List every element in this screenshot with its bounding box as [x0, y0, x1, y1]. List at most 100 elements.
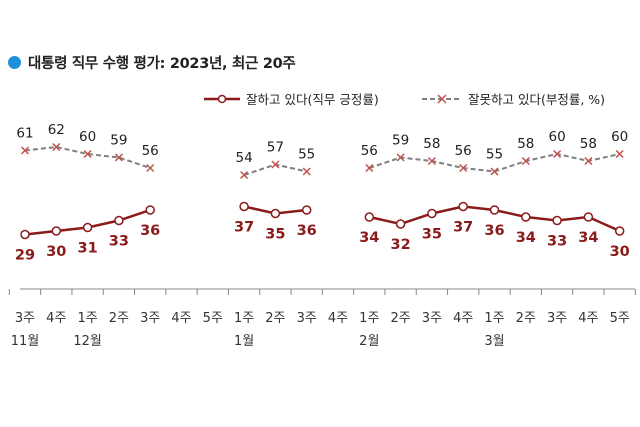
x-tick-label: 1주 — [484, 311, 504, 326]
positive-data-label: 34 — [516, 230, 536, 246]
negative-point — [490, 167, 499, 176]
positive-point — [301, 205, 312, 215]
positive-point — [552, 215, 562, 226]
negative-data-label: 61 — [16, 126, 33, 142]
x-tick-label: 3주 — [297, 311, 317, 326]
positive-point — [458, 201, 468, 212]
legend-positive-label: 잘하고 있다(직무 긍정률) — [246, 92, 379, 107]
negative-data-label: 55 — [486, 147, 503, 163]
chart-title: 대통령 직무 수행 평가: 2023년, 최근 20주 — [28, 55, 296, 72]
negative-point — [584, 156, 593, 166]
negative-series-line — [243, 163, 307, 176]
month-label: 3월 — [484, 334, 504, 349]
month-label: 11월 — [11, 334, 40, 349]
negative-point — [521, 156, 530, 166]
x-tick-label: 5주 — [203, 311, 223, 326]
x-tick-label: 4주 — [578, 311, 598, 326]
positive-data-label: 37 — [453, 220, 473, 236]
negative-point — [271, 160, 280, 169]
negative-point — [52, 142, 61, 152]
x-tick-label: 4주 — [171, 311, 191, 326]
positive-data-label: 30 — [46, 244, 66, 260]
negative-data-label: 60 — [549, 129, 566, 145]
x-tick-label: 1주 — [77, 311, 97, 326]
positive-point — [270, 208, 281, 219]
negative-data-label: 58 — [423, 136, 440, 152]
positive-data-label: 33 — [547, 234, 567, 250]
x-tick-label: 3주 — [140, 311, 160, 326]
positive-point — [82, 222, 93, 233]
positive-data-label: 33 — [109, 234, 129, 250]
x-tick-label: 3주 — [547, 311, 567, 326]
positive-data-label: 37 — [234, 220, 254, 236]
positive-data-label: 31 — [78, 241, 98, 257]
positive-point — [427, 208, 437, 219]
positive-point — [145, 205, 155, 215]
x-tick-label: 5주 — [610, 311, 630, 326]
positive-data-label: 32 — [391, 237, 411, 253]
negative-point — [427, 156, 436, 166]
negative-point — [615, 149, 624, 159]
negative-point — [20, 146, 30, 155]
x-tick-label: 3주 — [422, 311, 442, 326]
negative-data-label: 55 — [298, 147, 315, 163]
negative-data-label: 60 — [79, 129, 96, 145]
x-tick-label: 1주 — [359, 311, 379, 326]
negative-data-label: 56 — [455, 143, 472, 159]
positive-point — [521, 212, 531, 222]
positive-point — [364, 212, 375, 222]
x-tick-label: 4주 — [328, 311, 348, 326]
negative-point — [146, 163, 155, 173]
positive-point — [20, 229, 30, 240]
negative-data-label: 59 — [392, 133, 409, 149]
negative-data-label: 54 — [236, 150, 253, 166]
negative-point — [553, 149, 562, 159]
positive-point — [239, 201, 249, 212]
month-label: 12월 — [73, 334, 102, 349]
positive-data-label: 36 — [140, 223, 160, 239]
positive-data-label: 36 — [484, 223, 504, 239]
negative-data-label: 56 — [361, 143, 378, 159]
month-label: 1월 — [234, 334, 254, 349]
positive-point — [51, 226, 62, 236]
x-tick-label: 2주 — [265, 311, 285, 326]
negative-point — [114, 153, 123, 162]
x-tick-label: 4주 — [453, 311, 473, 326]
positive-point — [114, 215, 124, 226]
positive-point — [395, 219, 406, 229]
legend-negative-marker — [437, 94, 447, 104]
positive-data-label: 36 — [297, 223, 317, 239]
negative-series-line — [24, 145, 151, 169]
x-tick-label: 2주 — [390, 311, 410, 326]
negative-data-label: 57 — [267, 140, 284, 156]
x-tick-label: 2주 — [109, 311, 129, 326]
x-tick-label: 3주 — [15, 311, 35, 326]
month-label: 2월 — [359, 334, 379, 349]
legend-positive-marker — [217, 94, 227, 104]
negative-data-label: 58 — [517, 136, 534, 152]
x-tick-label: 4주 — [46, 311, 66, 326]
negative-point — [83, 149, 92, 159]
title-bullet-icon — [8, 55, 21, 69]
positive-data-label: 35 — [422, 227, 442, 243]
positive-point — [614, 226, 625, 236]
x-tick-label: 2주 — [516, 311, 536, 326]
x-tick-label: 1주 — [234, 311, 254, 326]
positive-data-label: 34 — [578, 230, 598, 246]
negative-point — [459, 163, 468, 173]
negative-data-label: 58 — [580, 136, 597, 152]
chart-title-row: 대통령 직무 수행 평가: 2023년, 최근 20주 — [8, 50, 296, 74]
positive-data-label: 34 — [359, 230, 379, 246]
positive-point — [489, 205, 500, 215]
negative-point — [302, 167, 311, 176]
negative-data-label: 56 — [142, 143, 159, 159]
positive-data-label: 35 — [265, 227, 285, 243]
negative-point — [365, 163, 374, 173]
negative-point — [240, 170, 249, 180]
negative-data-label: 59 — [110, 133, 127, 149]
positive-data-label: 30 — [610, 244, 630, 260]
negative-data-label: 60 — [611, 129, 628, 145]
positive-data-label: 29 — [15, 248, 35, 264]
negative-data-label: 62 — [48, 122, 65, 138]
